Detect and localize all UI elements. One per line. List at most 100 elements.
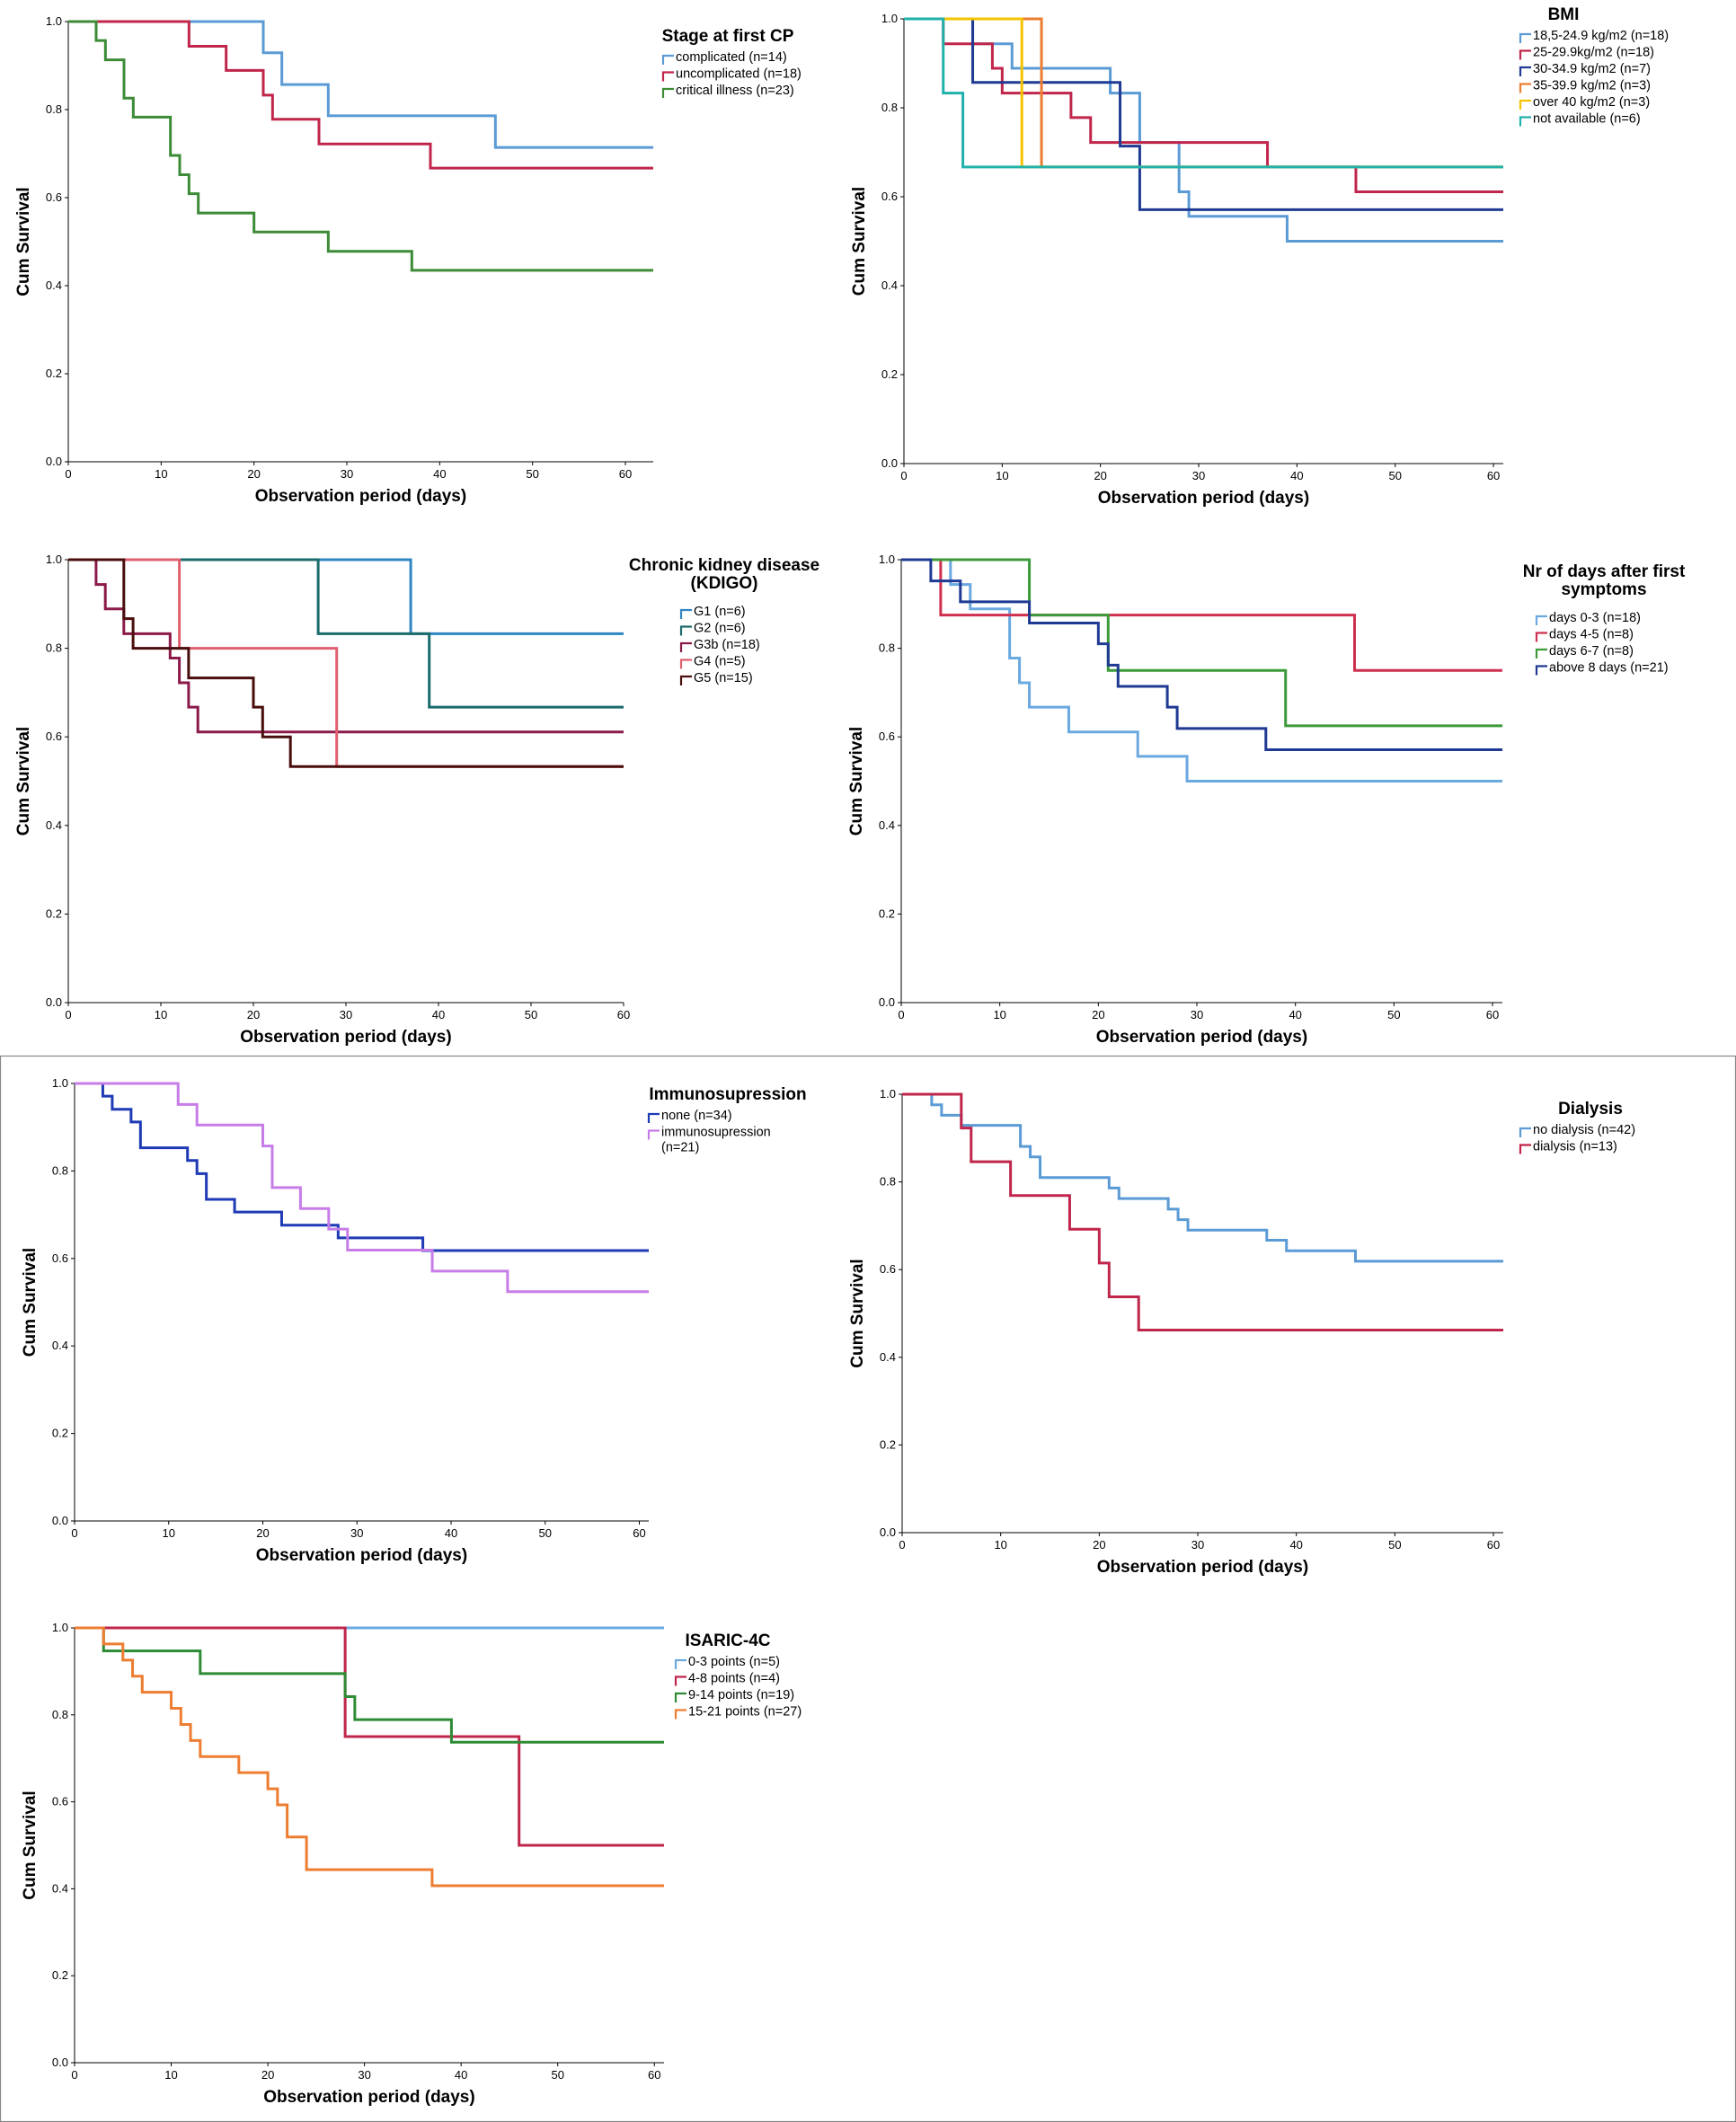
x-tick-label: 30 (1191, 1008, 1203, 1021)
x-tick-label: 20 (256, 1526, 269, 1540)
legend-label: uncomplicated (n=18) (676, 67, 802, 82)
legend-label: 35-39.9 kg/m2 (n=3) (1533, 79, 1651, 93)
y-axis-label: Cum Survival (850, 187, 869, 296)
legend-item: above 8 days (n=21) (1535, 661, 1669, 676)
x-axis-label: Observation period (days) (255, 487, 466, 506)
y-tick-label: 1.0 (880, 1087, 896, 1101)
survival-curve-1 (901, 558, 1502, 782)
y-axis-label: Cum Survival (848, 1259, 867, 1367)
legend-item: days 4-5 (n=8) (1535, 628, 1634, 642)
y-tick-label: 0.2 (880, 1437, 896, 1451)
x-tick-label: 20 (247, 467, 260, 481)
survival-curve-2 (901, 558, 1502, 672)
x-tick-label: 50 (539, 1526, 552, 1540)
chart-immuno: 0.0 0.2 0.4 0.6 0.8 1.0 0 10 20 30 40 50 60 Observati… (21, 1076, 807, 1565)
y-tick-label: 0.4 (46, 279, 62, 292)
x-tick-label: 0 (71, 2068, 77, 2082)
x-tick-label: 30 (1191, 1538, 1204, 1552)
chart-days: 0.0 0.2 0.4 0.6 0.8 1.0 0 10 20 30 40 50 60 Observati… (847, 553, 1686, 1047)
legend-label: critical illness (n=23) (676, 84, 794, 98)
x-tick-label: 60 (1486, 1008, 1499, 1021)
legend-item: 30-34.9 kg/m2 (n=7) (1519, 62, 1651, 76)
x-tick-label: 50 (1387, 1008, 1400, 1021)
x-tick-label: 10 (164, 2068, 177, 2082)
x-tick-label: 0 (898, 1008, 904, 1021)
x-tick-label: 30 (358, 2068, 370, 2082)
legend-title: Immunosupression (649, 1085, 806, 1104)
x-tick-label: 20 (1092, 1008, 1104, 1021)
legend-label: days 6-7 (n=8) (1549, 644, 1634, 659)
x-tick-label: 20 (261, 2068, 274, 2082)
legend-title: Nr of days after first (1523, 562, 1686, 581)
survival-curve-3 (68, 20, 653, 272)
x-tick-label: 50 (525, 1008, 537, 1021)
survival-curve-2 (68, 558, 624, 709)
legend-label-line2: (n=21) (661, 1141, 699, 1155)
x-tick-label: 60 (1487, 1538, 1500, 1552)
legend-item: G5 (n=15) (679, 671, 753, 685)
x-tick-label: 60 (617, 1008, 630, 1021)
legend-label: above 8 days (n=21) (1549, 661, 1669, 676)
x-tick-label: 40 (1289, 1538, 1302, 1552)
y-tick-label: 0.6 (52, 1251, 68, 1265)
y-tick-label: 0.2 (879, 906, 895, 920)
x-tick-label: 40 (455, 2068, 467, 2082)
legend-label: G1 (n=6) (694, 605, 746, 619)
y-tick-label: 0.8 (879, 641, 895, 655)
legend-label: 4-8 points (n=4) (688, 1672, 780, 1686)
legend-label: not available (n=6) (1533, 112, 1641, 127)
legend-label: complicated (n=14) (676, 50, 787, 65)
x-tick-label: 60 (619, 467, 632, 481)
legend-item: 4-8 points (n=4) (674, 1672, 780, 1686)
x-tick-label: 10 (996, 469, 1008, 482)
x-tick-label: 40 (433, 467, 446, 481)
legend-label: days 4-5 (n=8) (1549, 628, 1634, 642)
legend-item: G1 (n=6) (679, 605, 746, 619)
legend-swatch (647, 1112, 660, 1123)
x-tick-label: 0 (71, 1526, 77, 1540)
x-tick-label: 50 (1388, 469, 1401, 482)
x-tick-label: 10 (155, 467, 167, 481)
x-tick-label: 10 (163, 1526, 175, 1540)
y-tick-label: 0.8 (46, 102, 62, 116)
x-tick-label: 30 (340, 1008, 352, 1021)
x-tick-label: 40 (432, 1008, 445, 1021)
survival-curve-1 (75, 1082, 649, 1252)
legend-item: none (n=34) (647, 1109, 732, 1123)
x-axis-label: Observation period (days) (240, 1028, 451, 1047)
legend-item: 9-14 points (n=19) (674, 1688, 794, 1702)
x-tick-label: 20 (247, 1008, 260, 1021)
y-tick-label: 0.4 (879, 818, 895, 832)
legend-label: none (n=34) (661, 1109, 732, 1123)
x-tick-label: 0 (900, 469, 907, 482)
legend-item: critical illness (n=23) (661, 84, 794, 98)
legend-label: G2 (n=6) (694, 622, 746, 636)
x-tick-label: 0 (65, 467, 71, 481)
legend-label: G4 (n=5) (694, 655, 746, 669)
survival-curve-6 (904, 17, 1503, 169)
legend-swatch (674, 1692, 686, 1702)
legend-swatch (661, 87, 674, 98)
chart-isaric: 0.0 0.2 0.4 0.6 0.8 1.0 0 10 20 30 40 50 60 Observati… (21, 1621, 802, 2107)
legend-title: Dialysis (1558, 1100, 1623, 1118)
legend-label: 18,5-24.9 kg/m2 (n=18) (1533, 29, 1669, 43)
survival-curve-4 (68, 558, 624, 768)
legend-swatch (1519, 99, 1531, 110)
legend-item: 25-29.9kg/m2 (n=18) (1519, 46, 1654, 60)
legend-swatch (1519, 66, 1531, 76)
x-axis-label: Observation period (days) (1098, 489, 1309, 508)
legend-title: BMI (1548, 5, 1580, 24)
legend-item: G3b (n=18) (679, 638, 760, 652)
legend-swatch (679, 625, 692, 636)
y-tick-label: 1.0 (52, 1621, 68, 1634)
survival-curve-1 (68, 558, 624, 635)
y-tick-label: 0.8 (881, 101, 898, 114)
x-tick-label: 30 (1192, 469, 1205, 482)
legend-item: 15-21 points (n=27) (674, 1705, 802, 1720)
y-tick-label: 0.2 (52, 1968, 68, 1982)
legend-label: days 0-3 (n=18) (1549, 611, 1641, 625)
legend-swatch (674, 1709, 686, 1720)
legend-swatch (647, 1129, 660, 1140)
y-tick-label: 0.0 (879, 995, 895, 1009)
